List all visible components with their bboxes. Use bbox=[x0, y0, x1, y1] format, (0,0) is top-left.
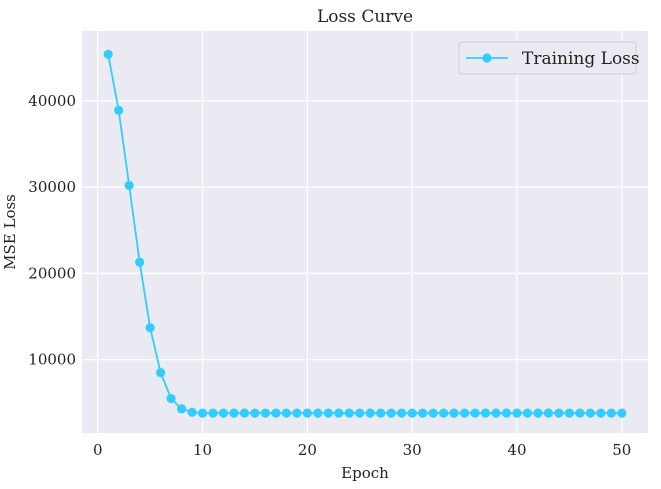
data-point bbox=[187, 407, 197, 417]
data-point bbox=[459, 408, 470, 418]
data-point bbox=[250, 408, 260, 418]
data-point bbox=[480, 408, 491, 418]
data-point bbox=[176, 404, 187, 414]
data-point bbox=[606, 408, 616, 418]
data-point bbox=[564, 408, 574, 418]
data-point bbox=[355, 408, 365, 418]
data-point bbox=[208, 408, 218, 418]
y-axis-label: MSE Loss bbox=[1, 194, 19, 270]
data-point bbox=[239, 408, 250, 418]
y-tick-label: 30000 bbox=[28, 178, 76, 196]
x-tick-label: 50 bbox=[612, 441, 631, 459]
x-tick-label: 20 bbox=[298, 441, 317, 459]
data-point bbox=[135, 257, 145, 267]
data-point bbox=[323, 408, 333, 418]
data-point bbox=[386, 408, 396, 418]
data-point bbox=[197, 408, 208, 418]
data-point bbox=[407, 408, 417, 418]
data-point bbox=[512, 408, 522, 418]
chart-title: Loss Curve bbox=[317, 7, 413, 27]
data-point bbox=[313, 408, 323, 418]
legend-label-training-loss: Training Loss bbox=[522, 49, 640, 69]
data-point bbox=[522, 408, 533, 418]
data-point bbox=[281, 408, 291, 418]
data-point bbox=[271, 408, 281, 418]
data-point bbox=[439, 408, 449, 418]
data-point bbox=[302, 408, 312, 418]
data-point bbox=[449, 408, 459, 418]
series-layer bbox=[103, 49, 627, 418]
data-point bbox=[124, 180, 134, 191]
data-point bbox=[229, 408, 239, 418]
legend: Training Loss bbox=[458, 41, 640, 75]
x-axis-label: Epoch bbox=[341, 464, 389, 482]
x-tick-label: 0 bbox=[93, 441, 103, 459]
data-point bbox=[554, 408, 564, 418]
y-tick-label: 40000 bbox=[28, 92, 76, 110]
data-point bbox=[585, 408, 595, 418]
plot-area bbox=[82, 31, 648, 433]
data-point bbox=[114, 105, 124, 115]
data-point bbox=[145, 323, 155, 333]
data-point bbox=[501, 408, 512, 418]
legend-box bbox=[458, 41, 637, 75]
data-point bbox=[491, 408, 501, 418]
x-tick-label: 40 bbox=[507, 441, 526, 459]
grid-lines bbox=[82, 31, 648, 433]
data-point bbox=[103, 49, 113, 59]
data-point bbox=[596, 408, 606, 418]
data-point bbox=[428, 408, 438, 418]
data-point bbox=[543, 408, 554, 418]
data-point bbox=[617, 408, 627, 418]
data-point bbox=[365, 408, 375, 418]
x-tick-label: 30 bbox=[403, 441, 422, 459]
data-point bbox=[156, 368, 166, 378]
data-point bbox=[334, 408, 344, 418]
data-point bbox=[575, 408, 585, 418]
data-point bbox=[533, 408, 543, 418]
data-point bbox=[218, 408, 229, 418]
y-tick-label: 10000 bbox=[28, 351, 76, 369]
legend-marker-swatch bbox=[482, 53, 492, 63]
data-point bbox=[292, 408, 302, 418]
data-point bbox=[470, 408, 480, 418]
y-tick-label: 20000 bbox=[28, 264, 76, 282]
data-point bbox=[344, 408, 354, 418]
x-tick-label: 10 bbox=[193, 441, 212, 459]
data-point bbox=[260, 408, 271, 418]
data-point bbox=[166, 393, 176, 404]
tick-labels: 0 10 20 30 40 50 10000 20000 30000 40000 bbox=[28, 92, 631, 459]
data-point bbox=[397, 408, 407, 418]
data-point bbox=[376, 408, 386, 418]
data-point bbox=[418, 408, 428, 418]
